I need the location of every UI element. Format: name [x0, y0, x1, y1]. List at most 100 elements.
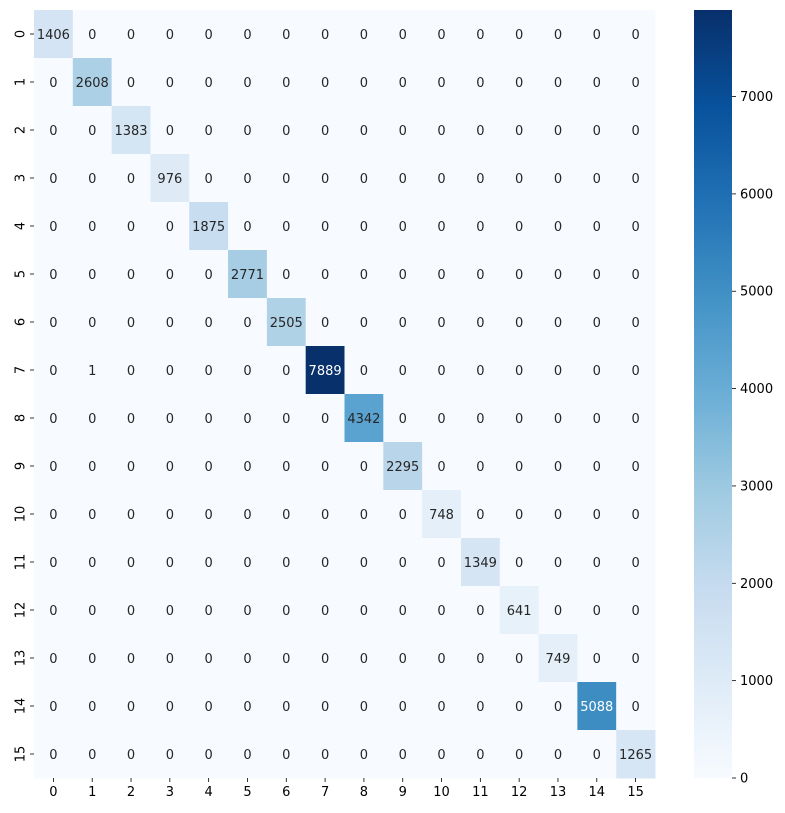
heatmap-cell: [383, 634, 423, 683]
heatmap-cell: [189, 58, 229, 107]
cell-value-label: 0: [360, 76, 368, 91]
heatmap-cell: [538, 730, 578, 779]
cell-value-label: 0: [321, 124, 329, 139]
x-tick-label: 2: [127, 785, 135, 800]
heatmap-cell: [72, 682, 113, 731]
cell-value-label: 0: [243, 364, 251, 379]
heatmap-cell: [111, 298, 151, 347]
heatmap-cell: [460, 202, 501, 251]
cell-value-label: 0: [282, 220, 290, 235]
cell-value-label: 0: [88, 652, 96, 667]
cell-value-label: 0: [49, 316, 57, 331]
cell-value-label: 0: [437, 412, 445, 427]
heatmap-cell: [189, 10, 229, 59]
cell-value-label: 0: [437, 28, 445, 43]
heatmap-cell: [344, 538, 384, 587]
heatmap-cell: [422, 538, 462, 587]
cell-value-label: 0: [476, 748, 484, 763]
heatmap-cell: [189, 730, 229, 779]
heatmap-cell: [305, 154, 345, 203]
heatmap-cell: [538, 10, 578, 59]
heatmap-cell: [499, 154, 540, 203]
heatmap-cell: [228, 682, 268, 731]
heatmap-cell: [577, 442, 617, 491]
y-tick-label: 4: [14, 222, 29, 230]
cell-value-label: 0: [88, 508, 96, 523]
heatmap-cell: [228, 490, 268, 539]
heatmap-cell: [538, 298, 578, 347]
cell-value-label: 2608: [76, 76, 109, 91]
heatmap-cell: [305, 58, 345, 107]
cell-value-label: 1: [88, 364, 96, 379]
cell-value-label: 0: [205, 652, 213, 667]
cell-value-label: 0: [360, 652, 368, 667]
heatmap-cell: [577, 634, 617, 683]
heatmap-cells: [34, 10, 656, 779]
cell-value-label: 0: [399, 556, 407, 571]
colorbar-gradient: [694, 10, 732, 778]
heatmap-cell: [538, 538, 578, 587]
heatmap-cell: [228, 538, 268, 587]
heatmap-cell: [499, 346, 540, 395]
heatmap-cell: [266, 730, 307, 779]
cell-value-label: 0: [49, 652, 57, 667]
cell-value-label: 0: [166, 460, 174, 475]
heatmap-cell: [460, 394, 501, 443]
cell-value-label: 0: [127, 460, 135, 475]
heatmap-cell: [577, 10, 617, 59]
cell-value-label: 0: [593, 364, 601, 379]
heatmap-cell: [422, 298, 462, 347]
cell-value-label: 0: [282, 124, 290, 139]
heatmap-cell: [499, 106, 540, 155]
heatmap-cell: [577, 346, 617, 395]
cell-value-label: 0: [554, 268, 562, 283]
heatmap-cell: [305, 634, 345, 683]
cell-value-label: 0: [437, 556, 445, 571]
heatmap-cell: [34, 10, 74, 59]
heatmap-cell: [266, 442, 307, 491]
x-tick-label: 5: [243, 785, 251, 800]
cell-value-label: 0: [321, 556, 329, 571]
x-tick-label: 0: [49, 785, 57, 800]
cell-value-label: 0: [88, 172, 96, 187]
cell-value-label: 0: [166, 124, 174, 139]
cell-value-label: 0: [399, 700, 407, 715]
cell-value-label: 0: [554, 172, 562, 187]
heatmap-cell: [344, 250, 384, 299]
heatmap-cell: [616, 250, 656, 299]
heatmap-cell: [34, 250, 74, 299]
cell-value-label: 0: [243, 412, 251, 427]
cell-value-label: 0: [593, 172, 601, 187]
heatmap-cell: [344, 682, 384, 731]
cell-value-label: 0: [166, 76, 174, 91]
cell-value-label: 0: [282, 652, 290, 667]
cell-value-label: 0: [593, 748, 601, 763]
heatmap-cell: [72, 442, 113, 491]
heatmap-cell: [305, 490, 345, 539]
cell-value-label: 0: [127, 220, 135, 235]
cell-value-label: 7889: [309, 364, 342, 379]
cell-value-label: 0: [631, 364, 639, 379]
heatmap-cell: [305, 586, 345, 635]
heatmap-cell: [305, 346, 345, 395]
cell-value-label: 0: [399, 652, 407, 667]
cell-value-label: 0: [631, 268, 639, 283]
heatmap-cell: [577, 154, 617, 203]
heatmap-cell: [344, 586, 384, 635]
cell-value-label: 0: [282, 460, 290, 475]
heatmap-cell: [577, 730, 617, 779]
cell-value-label: 0: [631, 220, 639, 235]
cell-value-label: 0: [360, 604, 368, 619]
heatmap-cell: [72, 538, 113, 587]
cell-value-label: 0: [476, 700, 484, 715]
cell-value-label: 0: [127, 412, 135, 427]
heatmap-cell: [383, 490, 423, 539]
cell-value-label: 0: [127, 556, 135, 571]
cell-value-label: 0: [205, 748, 213, 763]
cell-value-label: 0: [321, 700, 329, 715]
cell-value-label: 0: [49, 508, 57, 523]
heatmap-cell: [499, 394, 540, 443]
cell-value-label: 0: [554, 460, 562, 475]
cell-value-label: 0: [243, 508, 251, 523]
